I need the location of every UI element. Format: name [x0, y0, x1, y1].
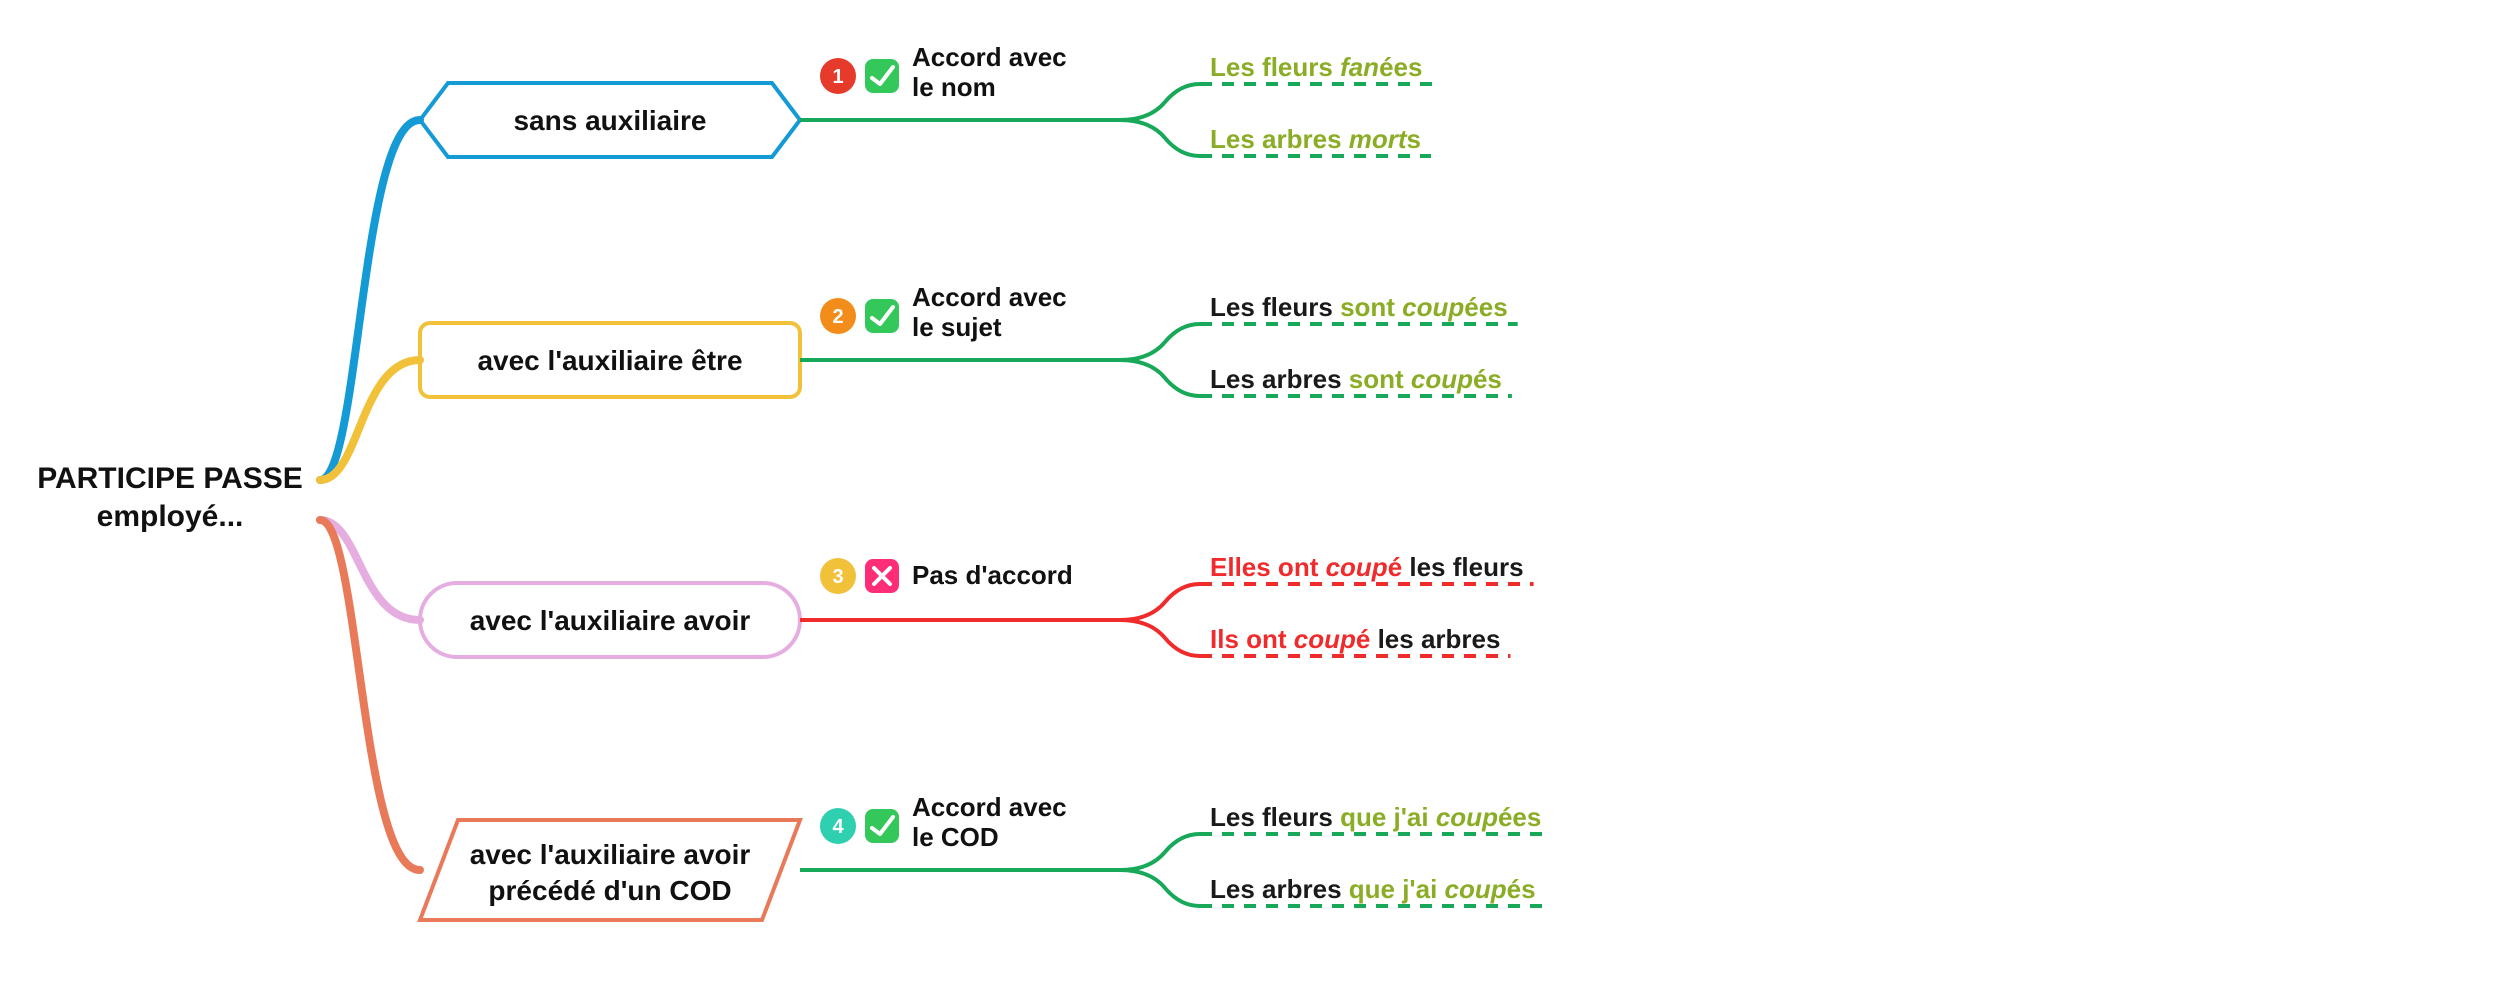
fork-top-b2	[1120, 324, 1200, 360]
example-b4-1: Les arbres que j'ai coupés	[1210, 874, 1536, 904]
check-icon	[865, 809, 899, 843]
branch-label-b4-1: avec l'auxiliaire avoir	[470, 839, 751, 870]
branch-label-b3: avec l'auxiliaire avoir	[470, 605, 751, 636]
rule-text-b2-1: Accord avec	[912, 282, 1067, 312]
fork-top-b1	[1120, 84, 1200, 120]
fork-bottom-b4	[1120, 870, 1200, 906]
branch-label-b1: sans auxiliaire	[513, 105, 706, 136]
fork-bottom-b3	[1120, 620, 1200, 656]
svg-text:1: 1	[832, 66, 843, 88]
root-line1: PARTICIPE PASSE	[37, 462, 303, 495]
rule-text-b1-1: Accord avec	[912, 42, 1067, 72]
example-b2-1: Les arbres sont coupés	[1210, 364, 1502, 394]
rule-text-b3: Pas d'accord	[912, 560, 1073, 590]
rule-text-b4-2: le COD	[912, 822, 999, 852]
example-b2-0: Les fleurs sont coupées	[1210, 292, 1508, 322]
svg-text:2: 2	[832, 306, 843, 328]
root-node: PARTICIPE PASSE employé...	[37, 462, 303, 533]
fork-bottom-b2	[1120, 360, 1200, 396]
mindmap-canvas: PARTICIPE PASSE employé... sans auxiliaire…	[0, 0, 2513, 1002]
branch-label-b2: avec l'auxiliaire être	[477, 345, 742, 376]
branch-label-b4-2: précédé d'un COD	[488, 875, 731, 906]
svg-text:4: 4	[832, 816, 844, 838]
connector-root-b1	[320, 120, 420, 480]
check-icon	[865, 299, 899, 333]
rule-text-b1-2: le nom	[912, 72, 996, 102]
connector-root-b4	[320, 520, 420, 870]
fork-top-b4	[1120, 834, 1200, 870]
example-b3-1: Ils ont coupé les arbres	[1210, 624, 1500, 654]
root-line2: employé...	[97, 500, 244, 533]
svg-text:3: 3	[832, 566, 843, 588]
example-b3-0: Elles ont coupé les fleurs	[1210, 552, 1524, 582]
fork-bottom-b1	[1120, 120, 1200, 156]
fork-top-b3	[1120, 584, 1200, 620]
rule-text-b4-1: Accord avec	[912, 792, 1067, 822]
example-b1-0: Les fleurs fanées	[1210, 52, 1422, 82]
rule-text-b2-2: le sujet	[912, 312, 1002, 342]
example-b4-0: Les fleurs que j'ai coupées	[1210, 802, 1541, 832]
example-b1-1: Les arbres morts	[1210, 124, 1421, 154]
check-icon	[865, 59, 899, 93]
